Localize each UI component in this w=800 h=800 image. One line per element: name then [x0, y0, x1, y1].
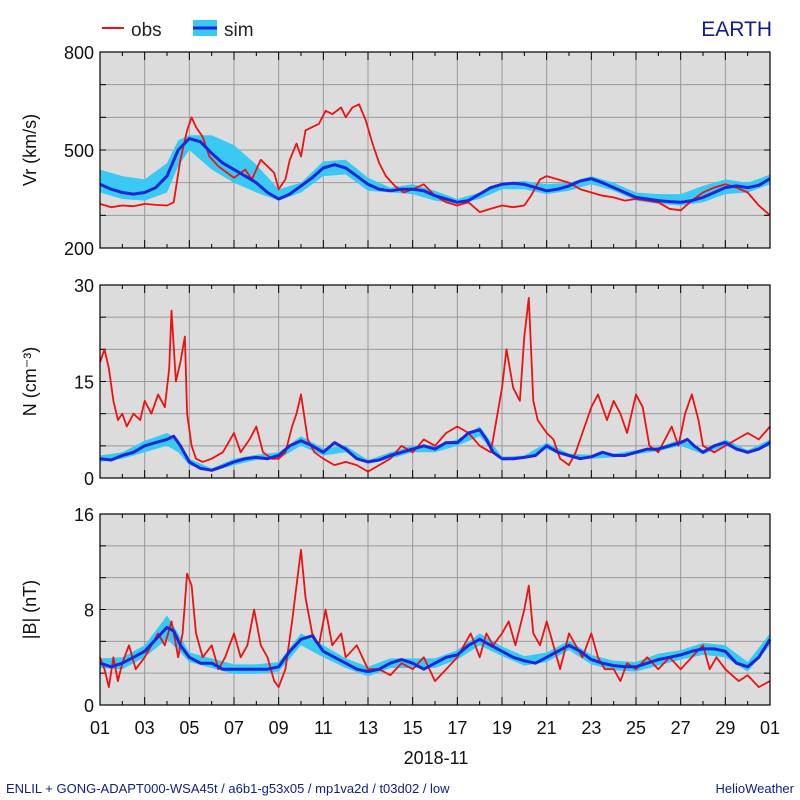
model-info: ENLIL + GONG-ADAPT000-WSA45t / a6b1-g53x…	[6, 781, 450, 796]
y-tick-label: 8	[84, 601, 94, 621]
sim-series-line	[99, 625, 772, 674]
y-tick-label: 15	[74, 373, 94, 393]
x-tick-label: 29	[715, 718, 735, 738]
x-tick-label: 01	[760, 718, 780, 738]
y-tick-label: 0	[84, 696, 94, 716]
y-axis-label: Vr (km/s)	[20, 114, 40, 186]
y-axis-label: |B| (nT)	[20, 580, 40, 639]
y-tick-label: 16	[74, 505, 94, 525]
panel-3: 16 8 0 |B| (nT)	[20, 505, 772, 716]
plot-frame	[99, 51, 771, 249]
x-tick-label: 27	[671, 718, 691, 738]
x-tick-label: 05	[179, 718, 199, 738]
location-label: EARTH	[701, 18, 772, 41]
panel-1: 800 500 200 Vr (km/s)	[20, 43, 771, 259]
x-tick-label: 13	[358, 718, 378, 738]
y-tick-label: 800	[64, 43, 94, 63]
plot-frame	[99, 513, 771, 706]
x-tick-label: 17	[447, 718, 467, 738]
sim-uncertainty-band	[100, 135, 770, 206]
x-tick-label: 11	[314, 718, 333, 738]
panels: 800 500 200 Vr (km/s) 30 15 0 N (cm⁻³) 16 8 0 |B| (…	[20, 43, 780, 738]
y-axis-label: N (cm⁻³)	[20, 347, 40, 416]
x-axis-label: 2018-11	[404, 748, 469, 768]
plot-frame	[99, 284, 771, 479]
x-tick-label: 19	[492, 718, 512, 738]
sim-series-line	[99, 428, 771, 472]
sim-uncertainty-band	[100, 615, 770, 677]
x-tick-label: 23	[581, 718, 601, 738]
y-tick-label: 0	[84, 469, 94, 489]
x-tick-label: 01	[90, 718, 110, 738]
x-tick-label: 07	[224, 718, 244, 738]
x-tick-label: 09	[269, 718, 289, 738]
x-tick-label: 03	[135, 718, 155, 738]
legend: obs sim	[102, 20, 254, 41]
panel-2: 30 15 0 N (cm⁻³)	[20, 276, 771, 489]
x-tick-label: 15	[403, 718, 423, 738]
x-tick-label: 25	[626, 718, 646, 738]
y-tick-label: 200	[64, 239, 94, 259]
y-tick-label: 30	[74, 276, 94, 296]
obs-series-line	[99, 297, 771, 473]
brand-label: HelioWeather	[715, 781, 794, 796]
obs-series-line	[99, 548, 771, 688]
y-tick-label: 500	[64, 141, 94, 161]
legend-sim-label: sim	[224, 20, 254, 41]
legend-obs-label: obs	[131, 20, 162, 41]
x-tick-label: 21	[537, 718, 557, 738]
sim-series-line	[99, 137, 771, 204]
